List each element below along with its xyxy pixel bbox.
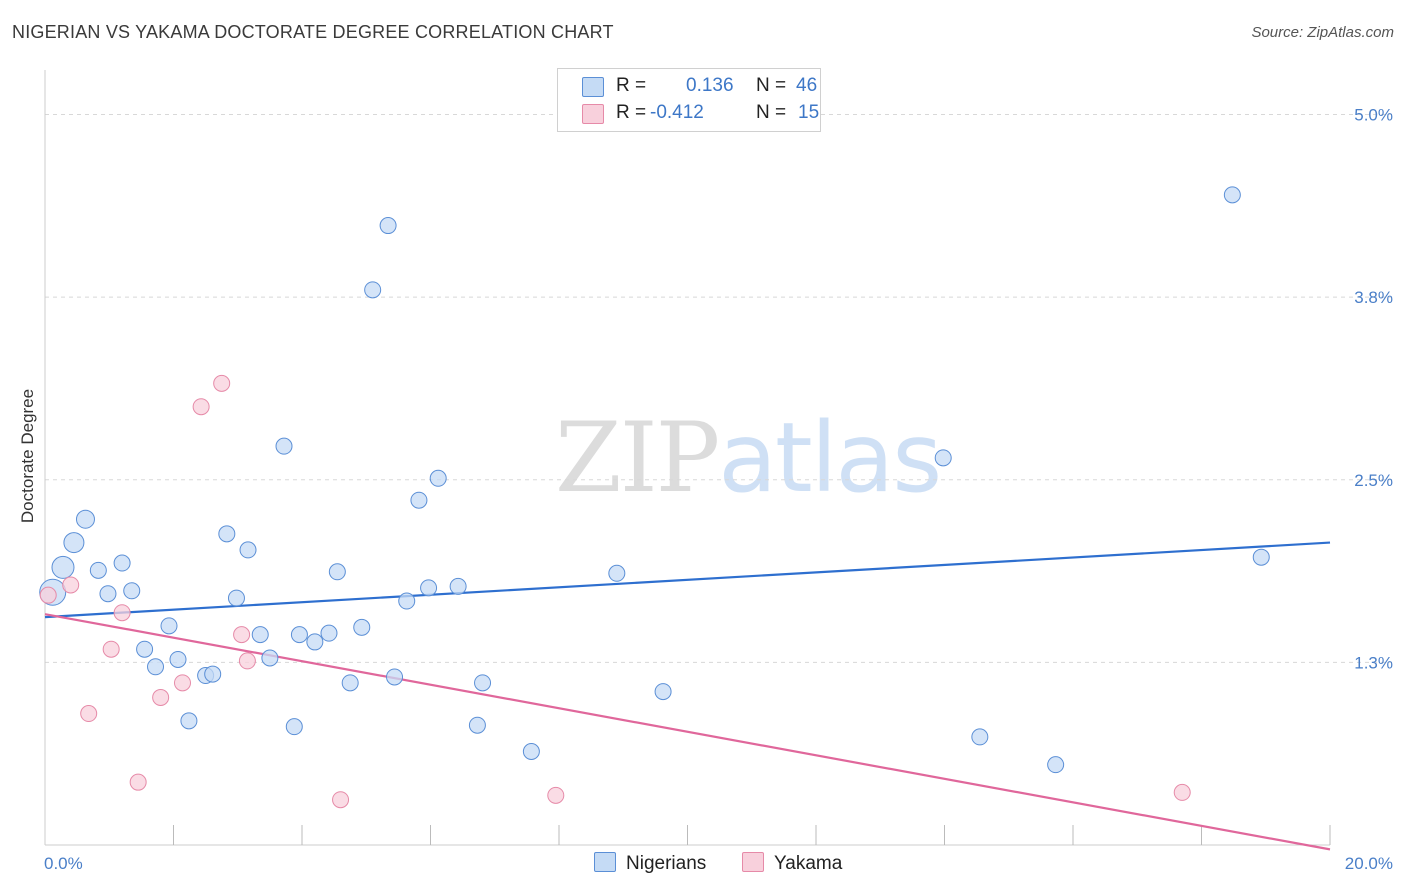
source-credit: Source: ZipAtlas.com xyxy=(1251,24,1394,41)
data-point-nigerians xyxy=(113,554,131,572)
data-point-nigerians xyxy=(261,649,279,667)
watermark-atlas: atlas xyxy=(718,402,942,514)
legend-n-value: 15 xyxy=(798,102,820,123)
data-point-yakama xyxy=(192,398,210,416)
data-point-nigerians xyxy=(608,564,626,582)
data-point-yakama xyxy=(213,374,231,392)
data-point-yakama xyxy=(238,652,256,670)
data-point-nigerians xyxy=(1047,756,1065,774)
data-point-yakama xyxy=(233,626,251,644)
data-point-nigerians xyxy=(99,585,117,603)
data-point-nigerians xyxy=(398,592,416,610)
data-point-nigerians xyxy=(180,712,198,730)
bottom-legend-label: Nigerians xyxy=(626,853,707,874)
watermark: ZIPatlas xyxy=(555,402,942,514)
legend-r-value: -0.412 xyxy=(650,102,704,123)
data-point-nigerians xyxy=(51,555,75,579)
chart-title: NIGERIAN VS YAKAMA DOCTORATE DEGREE CORR… xyxy=(12,22,614,42)
legend-n-value: 46 xyxy=(796,75,818,96)
bottom-legend-swatch-nigerians xyxy=(594,852,616,872)
data-point-nigerians xyxy=(341,674,359,692)
data-point-nigerians xyxy=(386,668,404,686)
data-point-yakama xyxy=(1173,783,1191,801)
legend-n-label: N = xyxy=(756,75,787,96)
data-point-nigerians xyxy=(63,532,85,554)
gridlines xyxy=(45,114,1392,663)
data-point-nigerians xyxy=(364,281,382,299)
y-tick-label: 2.5% xyxy=(1354,471,1393,490)
data-point-nigerians xyxy=(147,658,165,676)
data-point-nigerians xyxy=(654,683,672,701)
data-point-nigerians xyxy=(328,563,346,581)
data-point-nigerians xyxy=(290,626,308,644)
data-point-nigerians xyxy=(420,579,438,597)
correlation-legend: R = 0.136 N = 46 R = -0.412 N = 15 xyxy=(557,68,821,132)
data-point-nigerians xyxy=(275,437,293,455)
data-point-nigerians xyxy=(169,650,187,668)
legend-n-label: N = xyxy=(756,102,787,123)
data-point-nigerians xyxy=(136,640,154,658)
data-point-nigerians xyxy=(410,491,428,509)
data-point-nigerians xyxy=(429,469,447,487)
data-point-nigerians xyxy=(160,617,178,635)
x-tick-label: 0.0% xyxy=(44,854,83,873)
data-point-nigerians xyxy=(1252,548,1270,566)
bottom-legend-label: Yakama xyxy=(774,853,843,874)
data-point-yakama xyxy=(39,586,57,604)
legend-swatch-nigerians xyxy=(582,77,604,97)
data-point-yakama xyxy=(62,576,80,594)
trend-line-yakama xyxy=(44,613,1331,851)
trend-line-nigerians xyxy=(44,541,1331,619)
y-tick-label: 1.3% xyxy=(1354,653,1393,672)
data-point-nigerians xyxy=(449,577,467,595)
data-point-nigerians xyxy=(123,582,141,600)
data-point-nigerians xyxy=(89,561,107,579)
data-point-nigerians xyxy=(379,217,397,235)
y-tick-label: 5.0% xyxy=(1354,106,1393,125)
data-point-nigerians xyxy=(353,618,371,636)
data-point-nigerians xyxy=(251,626,269,644)
data-point-yakama xyxy=(80,705,98,723)
data-point-nigerians xyxy=(75,509,95,529)
data-point-nigerians xyxy=(227,589,245,607)
data-point-nigerians xyxy=(285,718,303,736)
data-point-nigerians xyxy=(474,674,492,692)
data-point-yakama xyxy=(547,786,565,804)
data-point-nigerians xyxy=(306,633,324,651)
x-tick-label: 20.0% xyxy=(1345,854,1393,873)
data-point-yakama xyxy=(102,640,120,658)
axes xyxy=(44,70,1331,846)
bottom-legend-swatch-yakama xyxy=(742,852,764,872)
data-point-yakama xyxy=(152,688,170,706)
data-point-nigerians xyxy=(1223,186,1241,204)
bottom-legend-yakama: Yakama xyxy=(742,852,842,875)
legend-r-label: R = xyxy=(616,102,647,123)
data-point-yakama xyxy=(332,791,350,809)
data-point-nigerians xyxy=(204,665,222,683)
data-point-nigerians xyxy=(218,525,236,543)
watermark-zip: ZIP xyxy=(555,402,720,514)
legend-r-value: 0.136 xyxy=(686,75,734,96)
y-tick-label: 3.8% xyxy=(1354,288,1393,307)
data-point-nigerians xyxy=(522,742,540,760)
data-point-nigerians xyxy=(934,449,952,467)
data-points xyxy=(39,186,1270,809)
bottom-legend-nigerians: Nigerians xyxy=(594,852,706,875)
legend-swatch-yakama xyxy=(582,104,604,124)
legend-r-label: R = xyxy=(616,75,647,96)
tick-labels: 1.3% 2.5% 3.8% 5.0% 0.0% 20.0% xyxy=(44,106,1393,873)
data-point-nigerians xyxy=(239,541,257,559)
data-point-nigerians xyxy=(320,624,338,642)
data-point-yakama xyxy=(173,674,191,692)
data-point-nigerians xyxy=(468,716,486,734)
data-point-yakama xyxy=(129,773,147,791)
data-point-yakama xyxy=(113,604,131,622)
data-point-nigerians xyxy=(971,728,989,746)
trend-lines xyxy=(44,541,1331,851)
